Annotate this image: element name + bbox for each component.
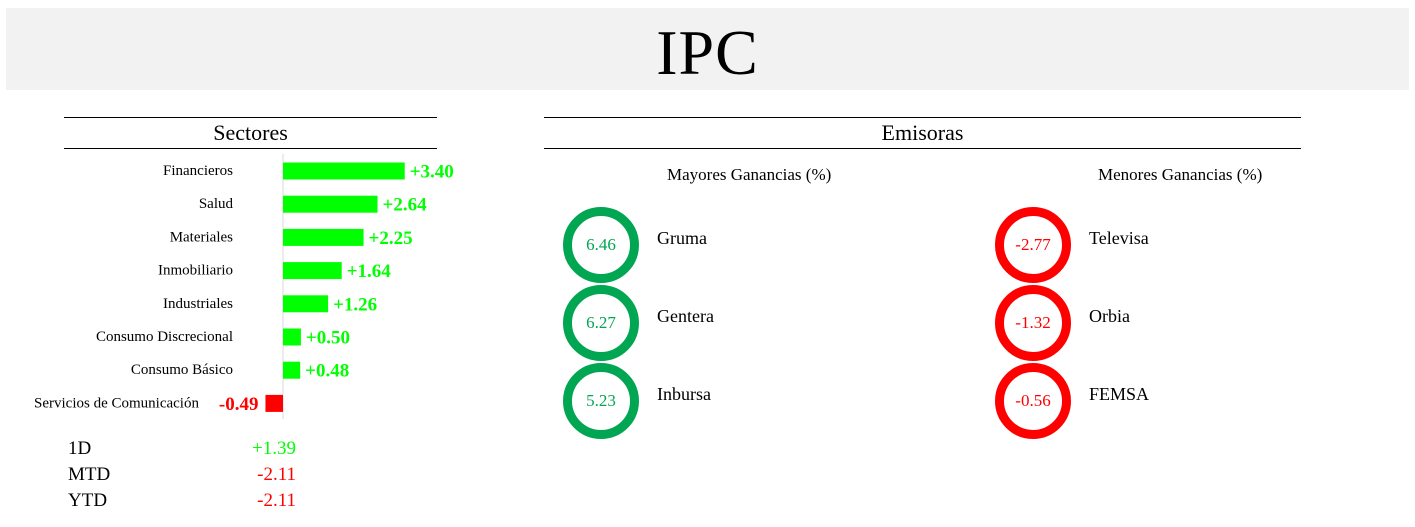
menores-ganancias-title: Menores Ganancias (%) [1098, 165, 1263, 184]
value-label-0: +3.40 [410, 162, 454, 183]
gain-ring: 6.46 [563, 207, 639, 283]
emisoras-heading: Emisoras [544, 117, 1301, 149]
perf-value: +1.39 [252, 438, 296, 459]
category-label-5: Consumo Discrecional [96, 329, 233, 345]
perf-label: MTD [68, 464, 111, 485]
perf-label: YTD [68, 490, 108, 511]
value-label-1: +2.64 [383, 195, 428, 216]
bar-7 [265, 394, 283, 412]
perf-row-1d: 1D +1.39 [68, 438, 308, 464]
gain-ring: 5.23 [563, 363, 639, 439]
loss-ring: -2.77 [995, 207, 1071, 283]
perf-label: 1D [68, 438, 92, 459]
value-label-3: +1.64 [347, 261, 392, 282]
title-bar: IPC [6, 8, 1409, 90]
bar-4 [283, 295, 329, 313]
gain-ring: 6.27 [563, 285, 639, 361]
loss-ring: -1.32 [995, 285, 1071, 361]
category-label-1: Salud [199, 196, 234, 212]
perf-value: -2.11 [257, 490, 296, 511]
issuer-name: Televisa [1089, 228, 1149, 248]
mayores-ganancias-title: Mayores Ganancias (%) [667, 165, 832, 184]
category-label-7: Servicios de Comunicación [34, 395, 199, 411]
page-title: IPC [656, 17, 759, 88]
value-label-7: -0.49 [219, 394, 259, 415]
bar-6 [283, 361, 301, 379]
perf-value: -2.11 [257, 464, 296, 485]
issuer-name: Inbursa [657, 384, 711, 404]
issuer-name: FEMSA [1089, 384, 1150, 404]
perf-row-mtd: MTD -2.11 [68, 464, 308, 490]
sectores-heading: Sectores [64, 117, 437, 149]
issuer-name: Gruma [657, 228, 707, 248]
value-label-2: +2.25 [369, 228, 413, 249]
sector-bar-chart: Financieros +3.40 Salud +2.64 Materiales +2.2… [34, 154, 454, 420]
value-label-4: +1.26 [333, 294, 377, 315]
bar-2 [283, 228, 364, 246]
loss-ring: -0.56 [995, 363, 1071, 439]
issuer-name: Orbia [1089, 306, 1130, 326]
value-label-5: +0.50 [306, 328, 350, 349]
bar-5 [283, 328, 301, 346]
category-label-6: Consumo Básico [131, 362, 233, 378]
bar-3 [283, 262, 342, 280]
issuer-name: Gentera [657, 306, 714, 326]
perf-row-ytd: YTD -2.11 [68, 490, 308, 516]
bar-1 [283, 195, 378, 213]
category-label-4: Industriales [163, 296, 233, 312]
value-label-6: +0.48 [305, 361, 349, 382]
bar-0 [283, 162, 405, 180]
category-label-2: Materiales [170, 229, 233, 245]
category-label-3: Inmobiliario [158, 263, 233, 279]
category-label-0: Financieros [163, 163, 233, 179]
